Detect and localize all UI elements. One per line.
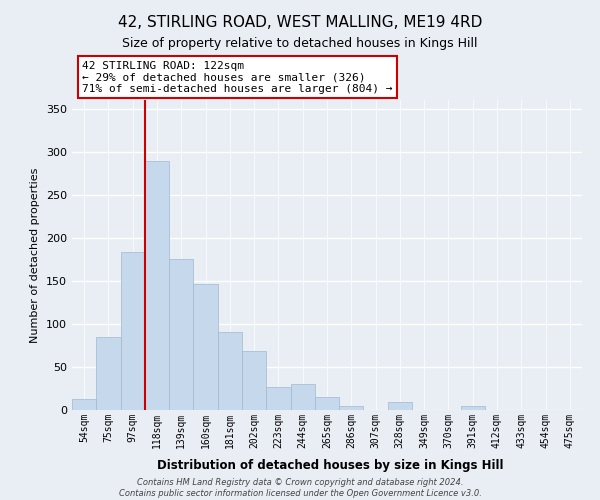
Bar: [339, 406, 364, 410]
Bar: [96, 337, 121, 410]
Bar: [461, 406, 485, 410]
Text: Distribution of detached houses by size in Kings Hill: Distribution of detached houses by size …: [157, 460, 503, 472]
Bar: [72, 399, 96, 410]
Text: Contains HM Land Registry data © Crown copyright and database right 2024.
Contai: Contains HM Land Registry data © Crown c…: [119, 478, 481, 498]
Text: 42 STIRLING ROAD: 122sqm
← 29% of detached houses are smaller (326)
71% of semi-: 42 STIRLING ROAD: 122sqm ← 29% of detach…: [82, 60, 392, 94]
Bar: [218, 332, 242, 410]
Bar: [290, 384, 315, 410]
Text: 42, STIRLING ROAD, WEST MALLING, ME19 4RD: 42, STIRLING ROAD, WEST MALLING, ME19 4R…: [118, 15, 482, 30]
Bar: [145, 161, 169, 410]
Y-axis label: Number of detached properties: Number of detached properties: [31, 168, 40, 342]
Bar: [121, 252, 145, 410]
Bar: [242, 350, 266, 410]
Bar: [315, 397, 339, 410]
Text: Size of property relative to detached houses in Kings Hill: Size of property relative to detached ho…: [122, 38, 478, 51]
Bar: [266, 387, 290, 410]
Bar: [193, 284, 218, 410]
Bar: [169, 260, 193, 410]
Bar: [388, 402, 412, 410]
